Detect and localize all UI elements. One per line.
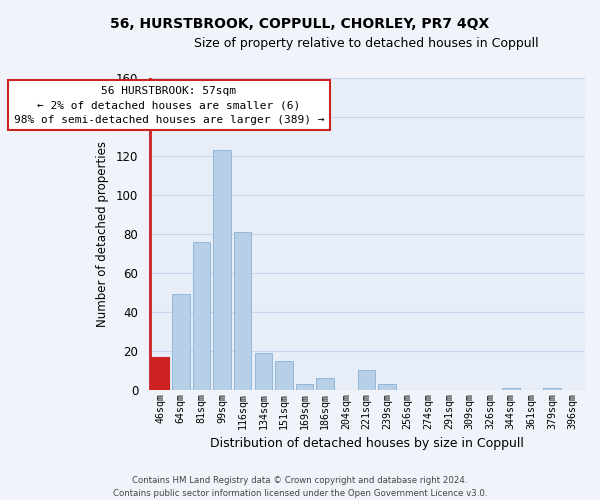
Bar: [316, 378, 334, 390]
Bar: [234, 232, 251, 390]
Bar: [151, 357, 169, 390]
Bar: [296, 384, 313, 390]
Bar: [214, 150, 231, 390]
Text: 56 HURSTBROOK: 57sqm
← 2% of detached houses are smaller (6)
98% of semi-detache: 56 HURSTBROOK: 57sqm ← 2% of detached ho…: [14, 86, 324, 124]
Bar: [254, 353, 272, 390]
Title: Size of property relative to detached houses in Coppull: Size of property relative to detached ho…: [194, 38, 539, 51]
Bar: [172, 294, 190, 390]
Bar: [358, 370, 375, 390]
Text: Contains HM Land Registry data © Crown copyright and database right 2024.
Contai: Contains HM Land Registry data © Crown c…: [113, 476, 487, 498]
Bar: [275, 360, 293, 390]
Bar: [193, 242, 210, 390]
Bar: [543, 388, 561, 390]
Text: 56, HURSTBROOK, COPPULL, CHORLEY, PR7 4QX: 56, HURSTBROOK, COPPULL, CHORLEY, PR7 4Q…: [110, 18, 490, 32]
Bar: [378, 384, 396, 390]
Bar: [502, 388, 520, 390]
X-axis label: Distribution of detached houses by size in Coppull: Distribution of detached houses by size …: [209, 437, 523, 450]
Y-axis label: Number of detached properties: Number of detached properties: [96, 141, 109, 327]
